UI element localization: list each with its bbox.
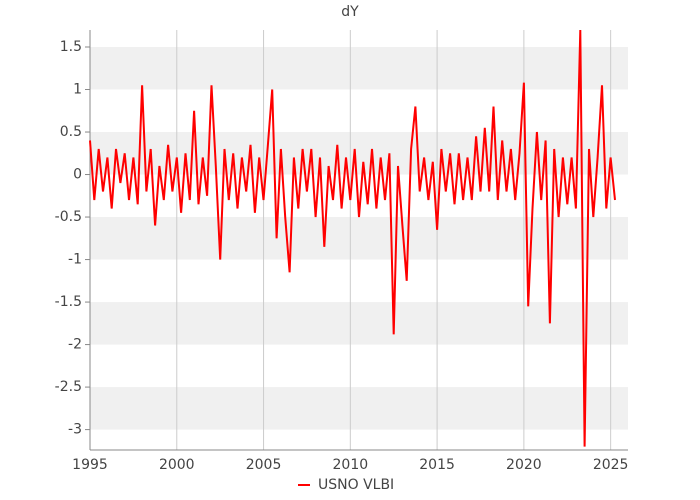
band [90, 302, 628, 345]
y-tick-label: -1.5 [55, 294, 82, 310]
y-tick-label: -1 [68, 252, 82, 268]
x-tick-label: 1995 [72, 457, 108, 473]
y-tick-label: 0.5 [60, 124, 82, 140]
y-tick-label: -3 [68, 422, 82, 438]
legend-label: USNO VLBI [318, 477, 394, 493]
y-tick-label: 1.5 [60, 39, 82, 55]
y-tick-label: 0 [73, 167, 82, 183]
x-tick-label: 2015 [419, 457, 455, 473]
x-tick-label: 2025 [593, 457, 629, 473]
band [90, 47, 628, 90]
band [90, 387, 628, 430]
band [90, 217, 628, 260]
chart-title: dY [341, 4, 359, 20]
x-tick-label: 2000 [159, 457, 195, 473]
data-line [89, 29, 616, 447]
x-tick-label: 2020 [506, 457, 542, 473]
y-tick-label: -2.5 [55, 379, 82, 395]
y-tick-label: -0.5 [55, 209, 82, 225]
y-tick-label: 1 [73, 82, 82, 98]
y-tick-label: -2 [68, 337, 82, 353]
x-tick-label: 2005 [246, 457, 282, 473]
x-tick-label: 2010 [333, 457, 369, 473]
